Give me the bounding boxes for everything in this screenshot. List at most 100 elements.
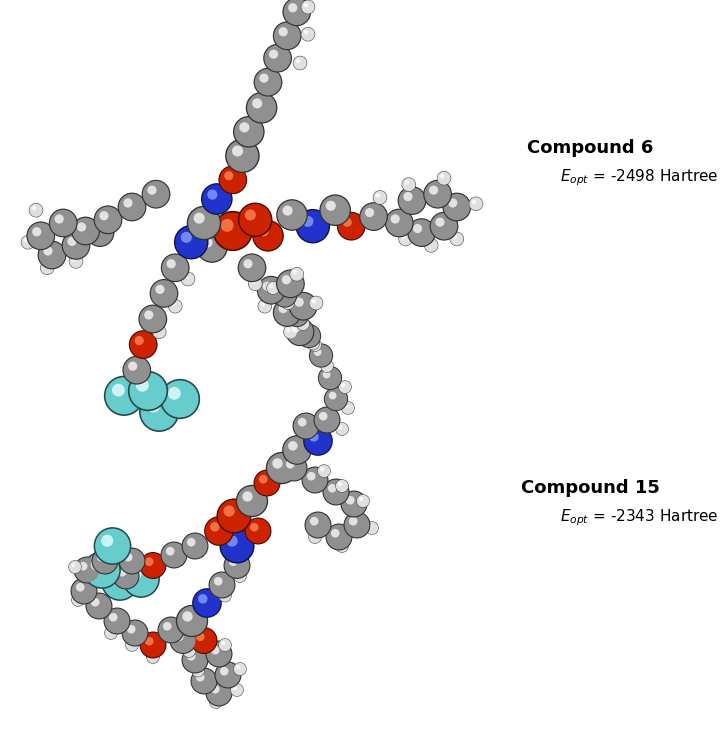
Circle shape	[304, 3, 309, 8]
Circle shape	[94, 206, 123, 234]
Circle shape	[39, 242, 65, 268]
Circle shape	[336, 540, 348, 552]
Circle shape	[215, 661, 242, 688]
Circle shape	[97, 553, 105, 562]
Circle shape	[147, 651, 159, 663]
Circle shape	[254, 68, 283, 96]
Circle shape	[318, 465, 330, 477]
Circle shape	[303, 426, 333, 456]
Circle shape	[301, 28, 314, 41]
Circle shape	[443, 194, 470, 220]
Circle shape	[326, 201, 336, 211]
Circle shape	[301, 329, 309, 337]
Circle shape	[252, 99, 262, 108]
Circle shape	[236, 572, 240, 576]
Circle shape	[32, 227, 41, 236]
Circle shape	[253, 221, 283, 251]
Circle shape	[109, 613, 118, 621]
Circle shape	[162, 543, 187, 568]
Circle shape	[469, 197, 482, 210]
Circle shape	[71, 563, 75, 567]
Circle shape	[205, 679, 232, 706]
Circle shape	[153, 325, 166, 338]
Circle shape	[255, 471, 280, 495]
Circle shape	[297, 318, 309, 331]
Circle shape	[231, 684, 243, 697]
Circle shape	[293, 56, 306, 69]
Circle shape	[327, 525, 351, 550]
Circle shape	[301, 0, 314, 14]
Circle shape	[244, 259, 252, 268]
Circle shape	[338, 380, 352, 394]
Circle shape	[234, 117, 263, 146]
Circle shape	[425, 181, 451, 207]
Circle shape	[190, 667, 218, 694]
Circle shape	[273, 459, 283, 468]
Circle shape	[283, 0, 310, 25]
Circle shape	[198, 233, 226, 261]
Circle shape	[278, 200, 306, 230]
Circle shape	[430, 212, 459, 241]
Circle shape	[74, 596, 79, 600]
Circle shape	[129, 331, 158, 359]
Circle shape	[304, 30, 309, 35]
Circle shape	[182, 534, 208, 559]
Circle shape	[430, 213, 457, 239]
Circle shape	[310, 517, 319, 526]
Circle shape	[319, 367, 341, 389]
Circle shape	[183, 645, 195, 657]
Circle shape	[77, 222, 87, 232]
Circle shape	[309, 530, 322, 544]
Circle shape	[237, 486, 267, 516]
Circle shape	[323, 362, 327, 366]
Circle shape	[125, 560, 129, 564]
Circle shape	[101, 535, 113, 547]
Circle shape	[290, 293, 317, 319]
Circle shape	[280, 455, 307, 481]
Circle shape	[403, 192, 412, 201]
Circle shape	[68, 255, 83, 269]
Circle shape	[267, 453, 297, 483]
Circle shape	[242, 491, 252, 501]
Circle shape	[163, 622, 172, 630]
Circle shape	[87, 593, 112, 618]
Circle shape	[342, 402, 354, 414]
Circle shape	[68, 560, 81, 574]
Circle shape	[43, 246, 53, 255]
Circle shape	[68, 561, 81, 573]
Circle shape	[182, 532, 208, 559]
Circle shape	[309, 338, 322, 352]
Circle shape	[202, 184, 231, 214]
Circle shape	[221, 641, 225, 645]
Circle shape	[309, 296, 323, 310]
Circle shape	[448, 198, 457, 208]
Circle shape	[301, 27, 315, 41]
Circle shape	[210, 522, 220, 532]
Circle shape	[210, 572, 234, 597]
Circle shape	[324, 480, 348, 505]
Circle shape	[344, 404, 348, 408]
Circle shape	[407, 218, 436, 247]
Circle shape	[423, 180, 452, 209]
Circle shape	[376, 193, 380, 198]
Circle shape	[236, 665, 240, 669]
Circle shape	[196, 673, 205, 681]
Circle shape	[338, 425, 342, 429]
Circle shape	[252, 220, 284, 252]
Circle shape	[304, 428, 332, 455]
Circle shape	[273, 298, 301, 327]
Circle shape	[145, 557, 154, 566]
Circle shape	[359, 203, 388, 231]
Circle shape	[287, 319, 313, 345]
Circle shape	[216, 498, 252, 534]
Circle shape	[188, 207, 220, 239]
Circle shape	[262, 282, 272, 291]
Circle shape	[169, 627, 197, 654]
Circle shape	[63, 232, 89, 258]
Circle shape	[233, 686, 237, 691]
Circle shape	[208, 572, 236, 599]
Circle shape	[230, 683, 244, 697]
Circle shape	[105, 626, 118, 639]
Circle shape	[386, 210, 412, 236]
Circle shape	[125, 639, 138, 652]
